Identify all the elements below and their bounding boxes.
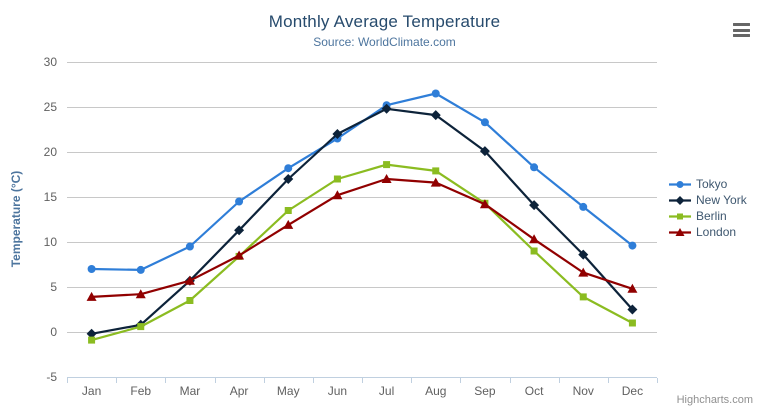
data-point-tokyo-jan[interactable] [87,265,96,273]
data-point-new-york-oct[interactable] [529,200,540,211]
data-point-london-jul[interactable] [381,174,392,183]
data-point-tokyo-mar[interactable] [185,242,194,251]
data-point-new-york-apr[interactable] [234,225,245,236]
data-point-new-york-may[interactable] [283,174,294,184]
legend-item-london[interactable]: London [669,224,747,240]
data-point-new-york-jun[interactable] [332,129,343,139]
data-point-tokyo-aug[interactable] [431,89,440,98]
y-axis-label: 15 [44,190,58,204]
data-point-berlin-may[interactable] [284,207,292,214]
data-point-berlin-feb[interactable] [137,323,145,331]
data-point-berlin-jan[interactable] [88,336,96,344]
legend-marker [675,195,685,205]
y-axis-label: -5 [46,370,57,384]
series-line-tokyo [90,92,634,271]
legend-item-new-york[interactable]: New York [669,192,747,208]
legend-item-tokyo[interactable]: Tokyo [669,176,747,192]
context-menu-button[interactable] [733,23,750,37]
legend-symbol-circle-icon [669,180,691,188]
legend-item-berlin[interactable]: Berlin [669,208,747,224]
legend-marker [676,180,684,188]
credits-link[interactable]: Highcharts.com [676,394,753,406]
data-point-berlin-jun[interactable] [333,175,341,183]
data-point-tokyo-may[interactable] [284,164,293,173]
data-point-london-nov[interactable] [578,267,589,277]
x-axis-label: Jul [379,384,394,398]
y-axis-label: 10 [44,235,58,249]
data-point-tokyo-feb[interactable] [136,265,145,274]
data-point-london-mar[interactable] [184,275,195,285]
data-point-berlin-aug[interactable] [432,167,440,175]
data-point-london-jun[interactable] [332,190,343,200]
data-point-new-york-jul[interactable] [381,103,392,114]
legend-item-label: Berlin [696,209,727,223]
series-line-london [90,177,634,298]
y-axis-label: 20 [44,145,58,159]
data-point-new-york-nov[interactable] [578,249,589,260]
y-axis-label: 25 [44,100,58,114]
legend-item-label: London [696,225,737,239]
data-point-london-dec[interactable] [627,283,638,293]
data-point-london-aug[interactable] [430,177,441,187]
x-axis-label: Jan [82,384,101,398]
y-axis-label: 30 [44,55,58,69]
data-point-london-apr[interactable] [234,250,245,260]
chart-subtitle: Source: WorldClimate.com [313,35,456,49]
data-point-london-jan[interactable] [86,291,97,301]
data-point-london-oct[interactable] [529,234,540,244]
series-line-new-york [90,107,634,335]
x-axis-label: Jun [328,384,347,398]
x-axis-label: Dec [622,384,643,398]
data-point-berlin-dec[interactable] [628,319,636,327]
x-axis-label: Oct [525,384,544,398]
x-axis-label: Sep [474,384,496,398]
data-point-berlin-nov[interactable] [579,293,587,301]
legend: Tokyo New York Berlin London [669,176,747,240]
data-point-berlin-oct[interactable] [530,247,538,255]
data-point-tokyo-nov[interactable] [579,202,588,211]
legend-marker [675,227,685,236]
data-point-london-may[interactable] [283,219,294,229]
hamburger-menu-icon [733,23,750,37]
y-axis-label: 0 [50,325,57,339]
data-point-tokyo-dec[interactable] [628,241,637,250]
series-line-berlin [90,163,634,342]
data-point-new-york-jan[interactable] [86,328,97,339]
y-axis-title: Temperature (°C) [9,170,23,268]
data-point-tokyo-apr[interactable] [235,197,244,206]
legend-symbol-diamond-icon [669,195,691,205]
x-axis-label: Mar [180,384,201,398]
data-point-new-york-dec[interactable] [627,304,638,315]
legend-item-label: Tokyo [696,177,728,191]
data-point-tokyo-sep[interactable] [480,118,489,127]
x-axis-label: Feb [130,384,151,398]
data-point-london-feb[interactable] [135,289,146,299]
x-axis-label: Nov [573,384,594,398]
data-point-berlin-mar[interactable] [186,297,194,304]
data-point-new-york-sep[interactable] [479,146,490,157]
data-point-tokyo-oct[interactable] [530,163,539,172]
data-point-new-york-aug[interactable] [430,110,441,121]
x-axis-label: May [277,384,300,398]
chart-title: Monthly Average Temperature [268,12,501,31]
legend-marker [677,213,683,219]
legend-symbol-triangle-icon [669,227,691,236]
legend-symbol-square-icon [669,213,691,219]
data-point-berlin-jul[interactable] [383,161,391,169]
x-axis-label: Aug [425,384,446,398]
legend-item-label: New York [696,193,747,207]
y-axis-label: 5 [50,280,57,294]
x-axis-label: Apr [230,384,249,398]
data-point-london-sep[interactable] [479,199,490,209]
